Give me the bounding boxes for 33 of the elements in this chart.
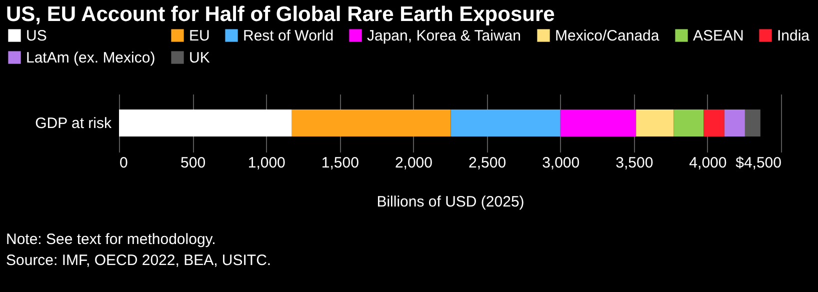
legend-label: UK xyxy=(189,50,210,66)
x-tick-label: 3,500 xyxy=(616,154,654,172)
legend-label: India xyxy=(777,28,810,44)
legend-label: Rest of World xyxy=(243,28,334,44)
legend-label: LatAm (ex. Mexico) xyxy=(26,50,156,66)
bar xyxy=(450,110,560,136)
chart-title: US, EU Account for Half of Global Rare Earth Exposure xyxy=(6,3,555,26)
x-axis-title: Billions of USD (2025) xyxy=(376,194,524,210)
x-tick-label: 3,000 xyxy=(542,154,580,172)
legend-label: EU xyxy=(189,28,210,44)
bar xyxy=(636,110,674,136)
bar xyxy=(674,110,704,136)
x-tick-label: 2,000 xyxy=(394,154,432,172)
legend-label: ASEAN xyxy=(693,28,744,44)
legend-label: Mexico/Canada xyxy=(555,28,660,44)
source-note: Source: IMF, OECD 2022, BEA, USITC. xyxy=(6,252,272,269)
bar xyxy=(704,110,724,136)
bar xyxy=(560,110,636,136)
x-tick-label: 1,000 xyxy=(248,154,286,172)
bar xyxy=(119,110,292,136)
bar xyxy=(292,110,451,136)
legend-label: Japan, Korea & Taiwan xyxy=(367,28,521,44)
x-tick-label: 500 xyxy=(180,154,206,172)
legend-label: US xyxy=(26,28,47,44)
text: Note: See text for methodology. xyxy=(6,231,216,248)
x-tick-label: 4,000 xyxy=(689,154,727,172)
x-tick-label: 0 xyxy=(120,154,128,172)
bar xyxy=(744,110,760,136)
x-tick-label: 2,500 xyxy=(468,154,506,172)
x-tick-label: $4,500 xyxy=(736,154,782,172)
x-tick-label: 1,500 xyxy=(321,154,359,172)
y-tick-label: GDP at risk xyxy=(35,115,112,132)
bar xyxy=(724,110,745,136)
